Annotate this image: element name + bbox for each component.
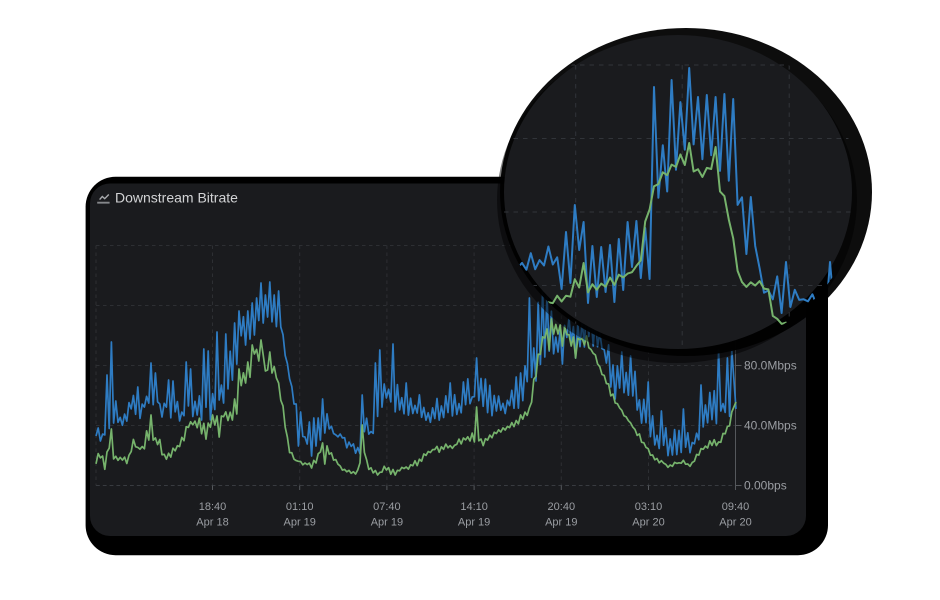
svg-text:14:10: 14:10 [460, 501, 488, 513]
svg-text:03:10: 03:10 [635, 501, 663, 513]
svg-text:Apr 18: Apr 18 [196, 517, 228, 529]
svg-text:Apr 20: Apr 20 [632, 517, 664, 529]
svg-text:40.0Mbps: 40.0Mbps [744, 419, 797, 433]
svg-text:Apr 20: Apr 20 [719, 517, 751, 529]
svg-text:07:40: 07:40 [373, 501, 401, 513]
svg-text:Apr 19: Apr 19 [283, 517, 315, 529]
svg-text:18:40: 18:40 [199, 501, 227, 513]
svg-text:0.00bps: 0.00bps [744, 479, 787, 493]
svg-text:01:10: 01:10 [286, 501, 314, 513]
svg-text:09:40: 09:40 [722, 501, 750, 513]
svg-text:Apr 19: Apr 19 [371, 517, 403, 529]
svg-text:Apr 19: Apr 19 [545, 517, 577, 529]
svg-text:20:40: 20:40 [548, 501, 576, 513]
svg-text:Apr 19: Apr 19 [458, 517, 490, 529]
svg-text:Downstream Bitrate: Downstream Bitrate [115, 190, 238, 206]
svg-text:80.0Mbps: 80.0Mbps [744, 359, 797, 373]
